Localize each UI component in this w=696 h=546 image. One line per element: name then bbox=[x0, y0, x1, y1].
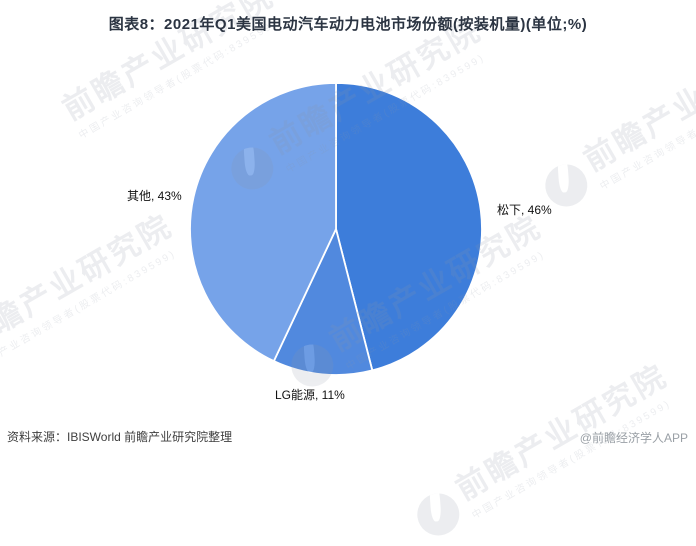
pie-slice-0 bbox=[335, 82, 483, 372]
chart-title: 图表8：2021年Q1美国电动汽车动力电池市场份额(按装机量)(单位;%) bbox=[108, 16, 588, 33]
data-source: 资料来源：IBISWorld 前瞻产业研究院整理 bbox=[7, 430, 233, 444]
slice-label-panasonic: 松下, 46% bbox=[497, 203, 552, 217]
pie-slice-2 bbox=[189, 82, 337, 362]
credit-badge: @前瞻经济学人APP bbox=[579, 431, 688, 445]
chart-canvas: 图表8：2021年Q1美国电动汽车动力电池市场份额(按装机量)(单位;%) 松下… bbox=[0, 0, 696, 459]
qianzhan-logo-icon bbox=[409, 485, 467, 543]
slice-label-lg-energy: LG能源, 11% bbox=[275, 388, 345, 402]
pie-chart bbox=[189, 82, 483, 376]
pie-slice-1 bbox=[272, 228, 374, 376]
slice-label-others: 其他, 43% bbox=[127, 189, 182, 203]
